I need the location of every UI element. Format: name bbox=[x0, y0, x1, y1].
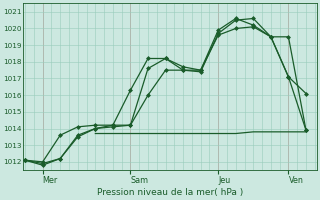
X-axis label: Pression niveau de la mer( hPa ): Pression niveau de la mer( hPa ) bbox=[97, 188, 243, 197]
